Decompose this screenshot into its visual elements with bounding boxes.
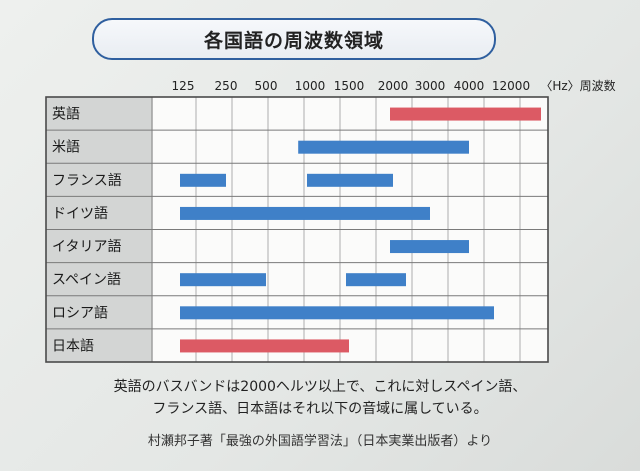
x-tick-label: 12000 <box>492 79 530 93</box>
x-unit-label: 〈Hz〉周波数 <box>540 78 615 93</box>
frequency-range-bar <box>390 240 469 254</box>
category-label: フランス語 <box>52 173 122 189</box>
category-label: スペイン語 <box>52 272 121 288</box>
frequency-range-bar <box>307 173 393 187</box>
frequency-chart: 125 250 500 1000 1500 2000 3000 4000 12000 〈Hz〉周波… <box>45 78 616 363</box>
x-tick-label: 1500 <box>334 79 365 93</box>
frequency-range-bar <box>180 273 266 287</box>
source-citation: 村瀬邦子著「最強の外国語学習法」（日本実業出版者）より <box>147 434 493 449</box>
frequency-range-bar <box>298 140 469 154</box>
frequency-range-bar <box>180 339 349 353</box>
category-label: イタリア語 <box>52 239 121 255</box>
chart-title-box: 各国語の周波数領域 <box>92 18 496 60</box>
category-label: ロシア語 <box>52 305 108 321</box>
frequency-range-bar <box>346 273 406 287</box>
x-tick-label: 2000 <box>378 79 409 93</box>
frequency-range-bar <box>390 107 541 121</box>
category-label: 英語 <box>52 106 80 123</box>
category-label: 日本語 <box>52 338 94 354</box>
x-tick-label: 250 <box>215 79 238 93</box>
chart-title: 各国語の周波数領域 <box>203 29 384 52</box>
x-tick-label: 1000 <box>295 79 326 93</box>
frequency-range-bar <box>180 173 226 187</box>
frequency-range-bar <box>180 206 430 220</box>
x-tick-label: 500 <box>255 79 278 93</box>
category-label: 米語 <box>52 140 80 156</box>
x-tick-label: 3000 <box>415 79 446 93</box>
x-tick-label: 4000 <box>454 79 485 93</box>
frequency-range-bar <box>180 306 494 320</box>
table-frame <box>45 96 549 363</box>
caption-line-2: フランス語、日本語はそれ以下の音域に属している。 <box>152 401 488 417</box>
category-label: ドイツ語 <box>52 206 108 222</box>
x-tick-label: 125 <box>172 79 195 93</box>
caption-line-1: 英語のバスバンドは2000ヘルツ以上で、これに対しスペイン語、 <box>113 379 527 395</box>
